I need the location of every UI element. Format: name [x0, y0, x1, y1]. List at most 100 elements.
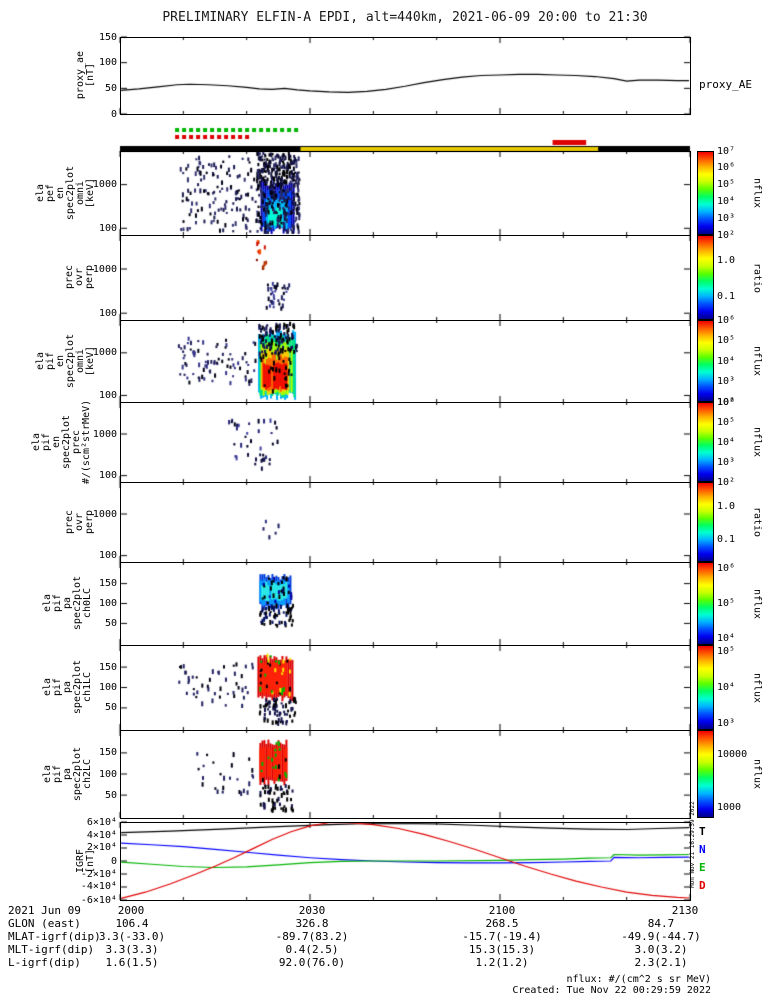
x-tick-label-2100: 2100 — [488, 904, 516, 917]
colorbar-tick-label: 10⁵ — [717, 646, 736, 658]
colorbar-tick-label: 10⁷ — [717, 145, 736, 157]
panel-frame-igrf — [120, 822, 691, 901]
footer-cell: 84.7 — [647, 917, 675, 930]
ylabel-pef-omni: ela pef en spec2plot omni [keV] — [35, 165, 96, 221]
y-tick-label: 1000 — [92, 347, 117, 359]
colorbar-tick-label: 10⁴ — [717, 195, 736, 207]
panel-frame-ch0lc — [120, 562, 691, 646]
colorbar-tick-label: 10⁵ — [717, 416, 736, 428]
colorbar-tick-label: 10³ — [717, 212, 736, 224]
footer-cell: 92.0(76.0) — [278, 956, 346, 969]
panel-frame-pif-prec — [120, 402, 691, 483]
colorbar-tick-label: 0.1 — [717, 290, 736, 302]
colorbar-unit-label: ratio — [751, 262, 763, 293]
panel-frame-ratio-1 — [120, 235, 691, 321]
y-tick-label: 100 — [98, 57, 117, 69]
footer-row-label-mlt: MLT-igrf(dip) — [8, 943, 95, 956]
x-tick-label-2030: 2030 — [298, 904, 326, 917]
y-tick-label: 0 — [110, 108, 117, 120]
colorbar-unit-label: nflux — [751, 345, 763, 377]
colorbar — [697, 235, 714, 320]
colorbar-unit-label: nflux — [751, 177, 763, 209]
y-tick-label: 1000 — [92, 263, 117, 275]
panel-frame-pif-omni — [120, 320, 691, 403]
y-tick-label: -2×10⁴ — [80, 868, 117, 880]
y-tick-label: 50 — [104, 617, 117, 629]
colorbar-tick-label: 10⁴ — [717, 355, 736, 367]
y-tick-label: 150 — [98, 661, 117, 673]
colorbar — [697, 151, 714, 235]
footer-cell: -49.9(-44.7) — [621, 930, 701, 943]
igrf-series-label-e: E — [699, 861, 706, 874]
y-tick-label: 100 — [98, 682, 117, 693]
colorbar-tick-label: 10³ — [717, 717, 736, 729]
y-tick-label: 50 — [104, 789, 117, 801]
colorbar-tick-label: 10² — [717, 396, 736, 408]
x-tick-label-2130: 2130 — [671, 904, 699, 917]
colorbar-tick-label: 10⁶ — [717, 162, 736, 174]
panel-frame-ratio-2 — [120, 482, 691, 563]
colorbar-tick-label: 10³ — [717, 456, 736, 468]
proxy-ae-right-label: proxy_AE — [699, 78, 752, 91]
footer-cell: 3.3(3.3) — [105, 943, 159, 956]
colorbar-unit-label: nflux — [751, 426, 763, 458]
colorbar — [697, 730, 714, 818]
colorbar — [697, 562, 714, 645]
colorbar — [697, 645, 714, 730]
y-tick-label: 1000 — [92, 508, 117, 520]
footer-cell: 3.3(-33.0) — [98, 930, 166, 943]
panel-frame-ch2lc — [120, 730, 691, 819]
colorbar-tick-label: 10⁵ — [717, 179, 736, 191]
footer-cell: 326.8 — [295, 917, 329, 930]
y-tick-label: 150 — [98, 578, 117, 590]
y-tick-label: 100 — [98, 222, 117, 234]
footer-cell: -89.7(83.2) — [275, 930, 349, 943]
colorbar-tick-label: 1000 — [717, 801, 742, 813]
y-tick-label: 1000 — [92, 428, 117, 440]
y-tick-label: 50 — [104, 702, 117, 714]
y-tick-label: 100 — [98, 470, 117, 482]
footer-cell: 1.6(1.5) — [105, 956, 159, 969]
ylabel-pif-omni: ela pif en spec2plot omni [keV] — [35, 333, 96, 389]
colorbar-tick-label: 10⁶ — [717, 314, 736, 326]
colorbar-tick-label: 10000 — [717, 749, 748, 761]
y-tick-label: 150 — [98, 747, 117, 759]
x-tick-label-2000: 2000 — [117, 904, 145, 917]
colorbar-unit-label: nflux — [751, 588, 763, 619]
colorbar-tick-label: 10⁴ — [717, 436, 736, 448]
footer-row-label-glon: GLON (east) — [8, 917, 81, 930]
panel-frame-pef-omni — [120, 151, 691, 236]
footer-cell: 15.3(15.3) — [468, 943, 536, 956]
colorbar-tick-label: 1.0 — [717, 255, 736, 266]
colorbar-tick-label: 10⁴ — [717, 632, 736, 644]
y-tick-label: 4×10⁴ — [86, 829, 117, 841]
colorbar — [697, 402, 714, 482]
colorbar-tick-label: 10⁶ — [717, 563, 736, 575]
colorbar-tick-label: 0.1 — [717, 534, 736, 546]
colorbar-tick-label: 10⁵ — [717, 598, 736, 609]
y-tick-label: 0 — [110, 855, 117, 867]
footer-row-label-l: L-igrf(dip) — [8, 956, 81, 969]
footer-cell: 0.4(2.5) — [285, 943, 339, 956]
colorbar — [697, 482, 714, 562]
panel-frame-proxy-ae — [120, 37, 691, 115]
y-tick-label: -6×10⁴ — [80, 894, 117, 906]
y-tick-label: 1000 — [92, 179, 117, 191]
colorbar-unit-label: ratio — [751, 506, 763, 538]
footer-date: 2021 Jun 09 — [8, 904, 81, 917]
footer-cell: 106.4 — [115, 917, 149, 930]
y-tick-label: 100 — [98, 550, 117, 562]
colorbar-tick-label: 1.0 — [717, 500, 736, 512]
footer-cell: 268.5 — [485, 917, 519, 930]
colorbar-tick-label: 10³ — [717, 376, 736, 387]
igrf-series-label-n: N — [699, 843, 706, 856]
y-tick-label: 6×10⁴ — [86, 816, 117, 828]
igrf-series-label-t: T — [699, 825, 706, 838]
colorbar-tick-label: 10⁴ — [717, 682, 736, 693]
plot-title: PRELIMINARY ELFIN-A EPDI, alt=440km, 202… — [162, 10, 648, 25]
nflux-units-note: nflux: #/(cm^2 s sr MeV) — [566, 974, 712, 985]
y-tick-label: -4×10⁴ — [80, 881, 117, 893]
footer-cell: 3.0(3.2) — [634, 943, 688, 956]
colorbar-tick-label: 10² — [717, 476, 736, 488]
